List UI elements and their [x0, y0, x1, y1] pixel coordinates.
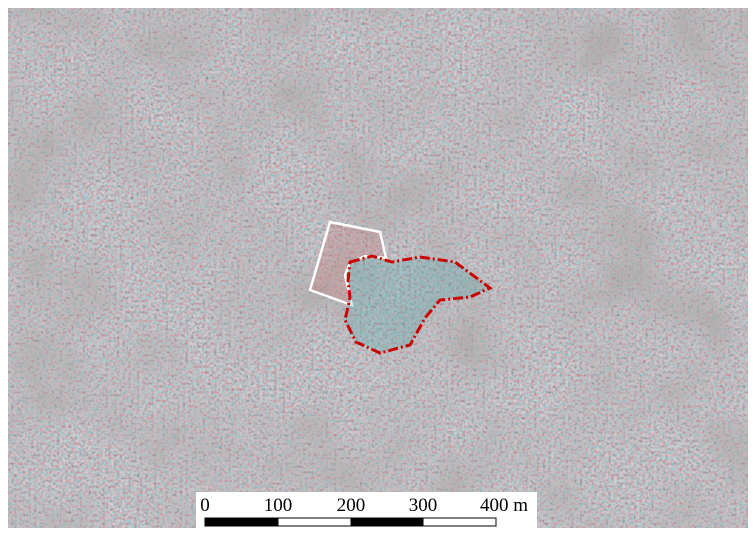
scale-bar: 0 100 200 300 400 m [196, 492, 537, 530]
scale-label: 200 [337, 495, 366, 516]
scale-label: 300 [409, 495, 438, 516]
scale-segment [278, 518, 351, 526]
scale-label: 0 [200, 495, 210, 516]
page: {"scale_bar": {"labels": ["0", "100", "2… [0, 0, 755, 536]
scale-label: 400 m [480, 495, 528, 516]
scale-label: 100 [264, 495, 293, 516]
scale-segment [351, 518, 423, 526]
scale-segment [205, 518, 278, 526]
scale-segment [423, 518, 496, 526]
map-view: 0 100 200 300 400 m [0, 0, 755, 536]
